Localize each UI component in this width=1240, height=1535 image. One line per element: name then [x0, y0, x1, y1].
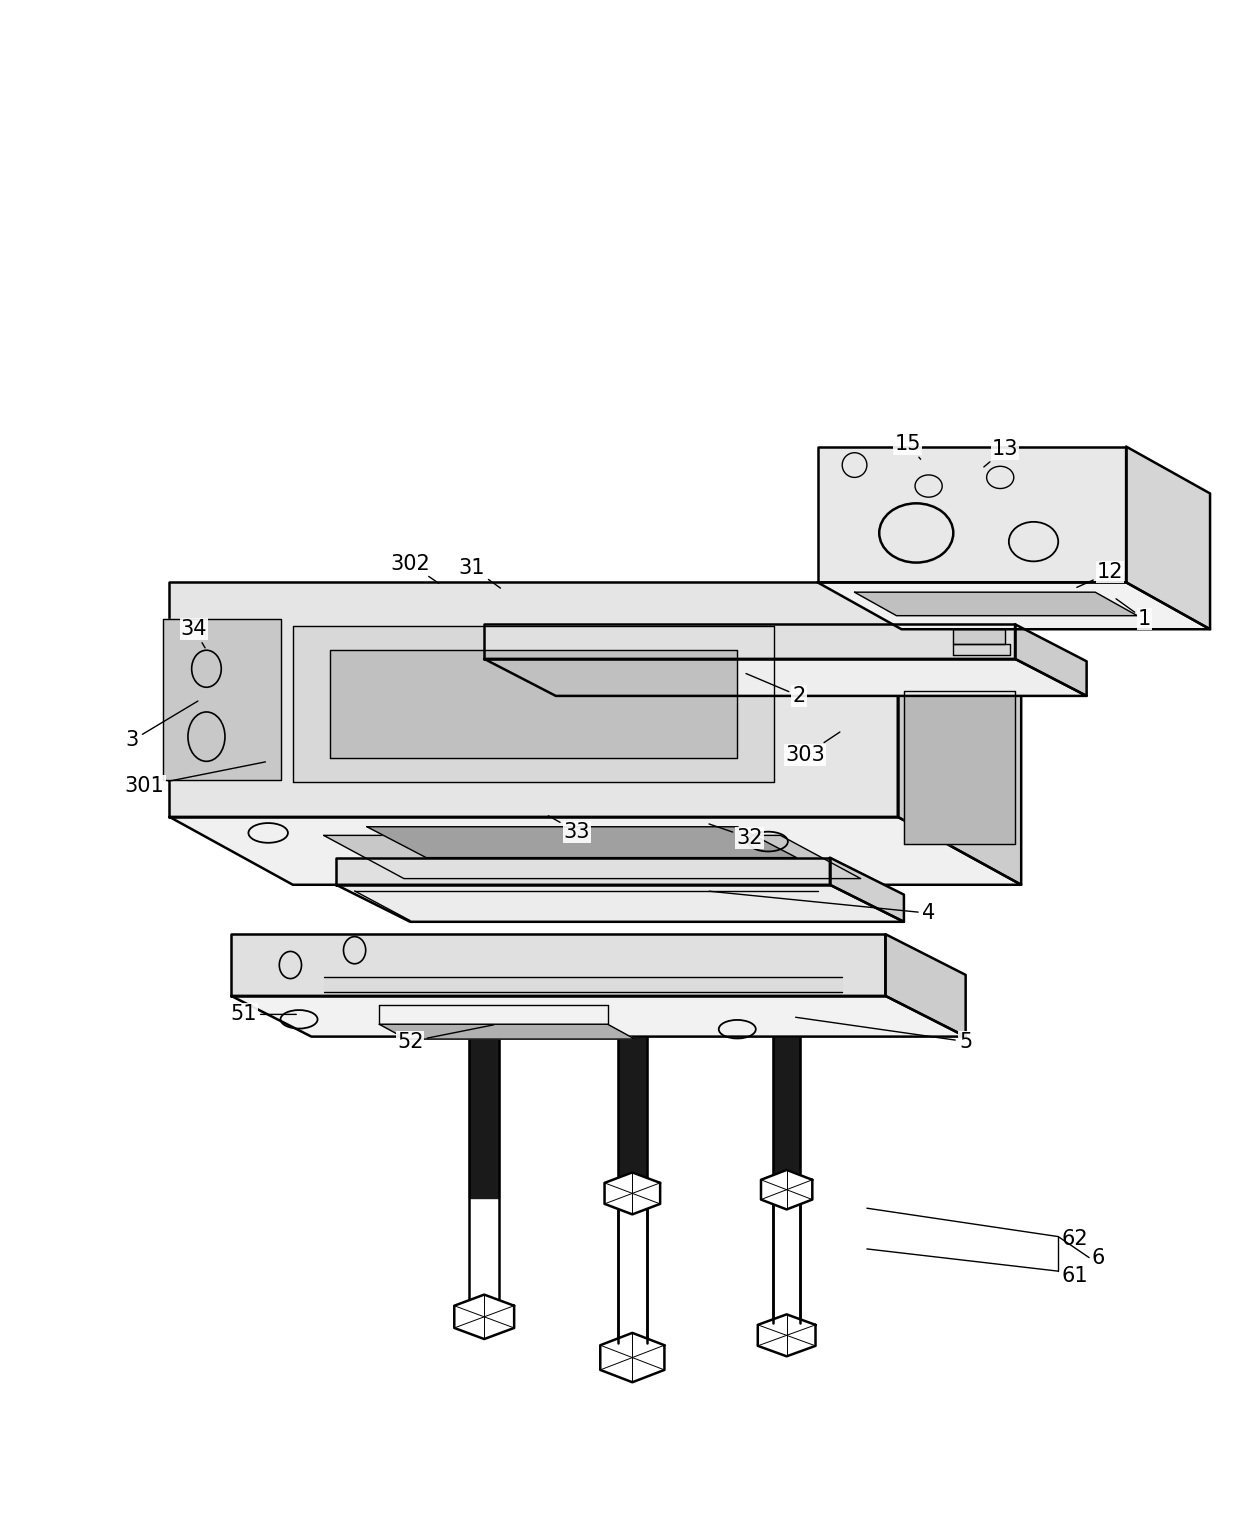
- Polygon shape: [618, 1230, 647, 1357]
- Polygon shape: [293, 626, 774, 783]
- Text: 12: 12: [1076, 562, 1123, 588]
- Text: 4: 4: [709, 892, 935, 923]
- Polygon shape: [605, 1173, 660, 1214]
- Polygon shape: [231, 996, 966, 1036]
- Text: 32: 32: [709, 824, 763, 847]
- Polygon shape: [773, 1202, 800, 1323]
- Polygon shape: [898, 582, 1022, 884]
- Polygon shape: [324, 835, 861, 878]
- Text: 13: 13: [983, 439, 1018, 467]
- Polygon shape: [600, 1332, 665, 1382]
- Text: 301: 301: [125, 761, 265, 797]
- Polygon shape: [817, 582, 1210, 629]
- Polygon shape: [164, 619, 280, 780]
- Polygon shape: [336, 884, 904, 923]
- Polygon shape: [885, 935, 966, 1036]
- Polygon shape: [761, 1170, 812, 1210]
- Polygon shape: [854, 593, 1137, 616]
- Text: 3: 3: [125, 701, 198, 751]
- Polygon shape: [367, 827, 796, 858]
- Text: 62: 62: [1061, 1230, 1089, 1249]
- Text: 2: 2: [746, 674, 806, 706]
- Polygon shape: [830, 858, 904, 923]
- Text: 6: 6: [1091, 1248, 1105, 1268]
- Text: 51: 51: [231, 1004, 296, 1024]
- Polygon shape: [470, 1197, 498, 1317]
- Polygon shape: [954, 629, 1006, 645]
- Polygon shape: [758, 1314, 816, 1357]
- Polygon shape: [817, 447, 1126, 582]
- Text: 1: 1: [1116, 599, 1151, 629]
- Text: 31: 31: [459, 557, 501, 588]
- Text: 5: 5: [796, 1018, 972, 1051]
- Polygon shape: [231, 935, 885, 996]
- Polygon shape: [324, 978, 842, 992]
- Polygon shape: [379, 1024, 635, 1039]
- Text: 302: 302: [391, 554, 439, 583]
- Text: 33: 33: [548, 815, 590, 841]
- Text: 303: 303: [785, 732, 839, 764]
- Polygon shape: [470, 1033, 498, 1197]
- Polygon shape: [336, 858, 830, 884]
- Polygon shape: [773, 1213, 800, 1335]
- Polygon shape: [618, 993, 647, 1230]
- Text: 61: 61: [1061, 1266, 1089, 1286]
- Polygon shape: [1016, 625, 1086, 695]
- Polygon shape: [954, 645, 1011, 655]
- Text: 15: 15: [894, 434, 921, 459]
- Polygon shape: [1126, 447, 1210, 629]
- Text: 34: 34: [181, 619, 207, 648]
- Polygon shape: [454, 1294, 515, 1339]
- Polygon shape: [904, 691, 1016, 844]
- Polygon shape: [484, 659, 1086, 695]
- Polygon shape: [618, 1207, 647, 1343]
- Text: 52: 52: [397, 1025, 494, 1051]
- Polygon shape: [170, 817, 1022, 884]
- Polygon shape: [484, 625, 1016, 659]
- Polygon shape: [773, 1027, 800, 1213]
- Polygon shape: [330, 651, 738, 758]
- Polygon shape: [170, 582, 898, 817]
